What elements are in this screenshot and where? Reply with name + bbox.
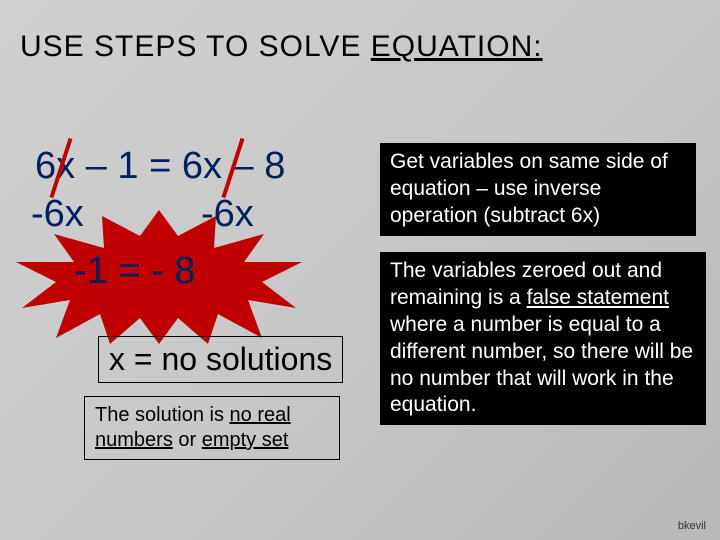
equation-line1: 6x – 1 = 6x – 8	[35, 145, 285, 188]
title-prefix: USE STEPS TO SOLVE	[20, 30, 371, 63]
note-underline-2: empty set	[202, 429, 289, 451]
box2-underline: false statement	[527, 286, 669, 309]
title-underlined: EQUATION:	[371, 30, 543, 63]
solution-note: The solution is no real numbers or empty…	[84, 396, 340, 460]
explanation-box-1: Get variables on same side of equation –…	[380, 143, 696, 236]
explanation-box-2: The variables zeroed out and remaining i…	[380, 252, 706, 425]
contradiction-text: -1 = - 8	[74, 250, 195, 293]
starburst-callout: -1 = - 8	[44, 232, 274, 322]
note-mid: or	[173, 429, 202, 451]
page-title: USE STEPS TO SOLVE EQUATION:	[20, 30, 543, 64]
solution-box: x = no solutions	[98, 336, 343, 383]
box2-post: where a number is equal to a different n…	[390, 313, 693, 417]
author-credit: bkevil	[678, 520, 706, 532]
note-pre: The solution is	[95, 404, 230, 426]
